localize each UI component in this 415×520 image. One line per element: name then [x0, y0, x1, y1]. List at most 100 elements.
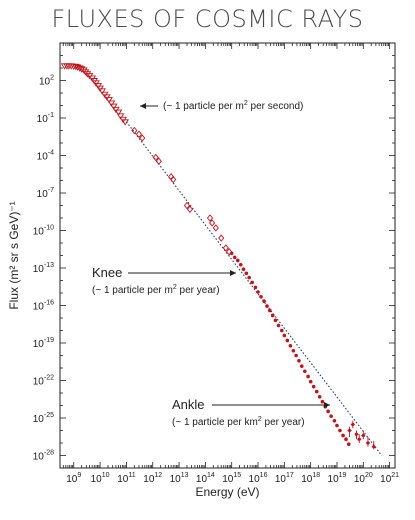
data-point: [282, 333, 287, 338]
annotation-second: (~ 1 particle per m2 per second): [163, 100, 303, 112]
x-tick-label: 1010: [91, 472, 110, 485]
data-point: [347, 428, 352, 433]
data-point: [183, 201, 191, 210]
annotation-arrow-ankle-head: [324, 402, 330, 408]
data-point: [346, 442, 351, 447]
data-point: [314, 389, 319, 394]
data-point: [131, 126, 138, 135]
x-tick-label: 109: [66, 472, 81, 485]
data-point: [357, 437, 361, 441]
data-point: [241, 267, 246, 272]
data-point: [267, 308, 272, 313]
data-point: [81, 69, 90, 76]
data-point: [121, 119, 129, 126]
y-tick-label: 10-28: [33, 450, 54, 463]
y-tick-label: 10-4: [37, 150, 54, 163]
data-point: [329, 414, 333, 418]
data-point: [135, 130, 143, 138]
data-point: [320, 399, 325, 404]
x-tick-label: 1011: [117, 472, 135, 485]
data-point: [209, 219, 216, 227]
data-point: [186, 205, 194, 213]
data-point: [107, 100, 116, 107]
y-tick-label: 10-19: [33, 337, 54, 350]
data-point: [206, 214, 214, 222]
data-point: [262, 299, 266, 304]
y-tick-label: 10-22: [33, 375, 54, 388]
y-tick-label: 10-25: [33, 412, 54, 425]
data-point: [250, 280, 254, 285]
annotation-arrow-second-head: [140, 103, 146, 109]
data-point: [170, 175, 177, 184]
x-tick-label: 1018: [301, 472, 320, 485]
data-point: [338, 428, 342, 433]
data-point: [332, 418, 337, 423]
data-point: [335, 423, 339, 428]
data-point: [265, 304, 269, 308]
data-point: [294, 353, 298, 358]
annotation-arrow-knee-head: [230, 270, 236, 276]
data-point: [229, 251, 234, 256]
x-tick-label: 1012: [143, 472, 162, 485]
x-tick-label: 1014: [196, 472, 215, 485]
y-tick-label: 10-7: [37, 187, 54, 200]
data-point: [79, 67, 88, 74]
data-point: [83, 71, 92, 78]
data-point: [361, 433, 365, 438]
data-point: [276, 323, 281, 328]
y-tick-label: 10-16: [33, 300, 54, 313]
data-point: [212, 224, 219, 232]
y-tick-label: 102: [39, 75, 54, 88]
data-point: [253, 285, 258, 290]
x-tick-label: 1013: [170, 472, 189, 485]
data-point: [291, 348, 296, 353]
data-point: [341, 433, 345, 438]
data-point: [247, 275, 251, 280]
annotation-ankle: (~ 1 particle per km2 per year): [172, 416, 305, 428]
data-point: [303, 369, 307, 374]
data-point: [297, 358, 301, 363]
y-tick-label: 10-10: [33, 225, 54, 238]
data-point: [326, 409, 330, 414]
data-point: [306, 374, 310, 379]
data-point: [114, 109, 123, 116]
data-point: [273, 318, 278, 323]
data-point: [299, 364, 304, 368]
annotation-ankle-label: Ankle: [172, 397, 205, 412]
data-point: [288, 343, 293, 348]
annotation-knee-label: Knee: [92, 265, 122, 280]
x-tick-label: 1021: [380, 472, 399, 485]
data-point: [139, 134, 146, 142]
x-tick-label: 1015: [222, 472, 241, 485]
data-point: [372, 445, 376, 449]
data-point: [270, 313, 275, 318]
data-point: [244, 271, 249, 276]
data-point: [256, 290, 260, 294]
data-point: [317, 394, 322, 399]
data-point: [155, 157, 162, 165]
data-point: [98, 88, 106, 95]
data-point: [109, 103, 118, 110]
y-axis-label: Flux (m² sr s GeV)⁻¹: [7, 201, 21, 309]
data-point: [344, 437, 348, 442]
data-point: [311, 384, 316, 389]
data-point: [351, 422, 355, 427]
y-tick-label: 10-1: [37, 112, 54, 125]
data-point: [222, 244, 229, 252]
x-tick-label: 1019: [328, 472, 347, 485]
data-point: [259, 294, 263, 299]
y-tick-label: 10-13: [33, 262, 54, 275]
x-axis-label: Energy (eV): [195, 485, 259, 499]
data-point: [232, 255, 237, 260]
data-point: [354, 432, 359, 436]
annotation-knee: (~ 1 particle per m2 per year): [92, 284, 220, 296]
x-tick-label: 1017: [275, 472, 294, 485]
data-point: [279, 328, 284, 333]
data-point: [116, 113, 125, 120]
data-point: [218, 234, 225, 242]
data-point: [308, 379, 313, 384]
x-tick-label: 1020: [354, 472, 373, 485]
data-point: [285, 338, 290, 343]
